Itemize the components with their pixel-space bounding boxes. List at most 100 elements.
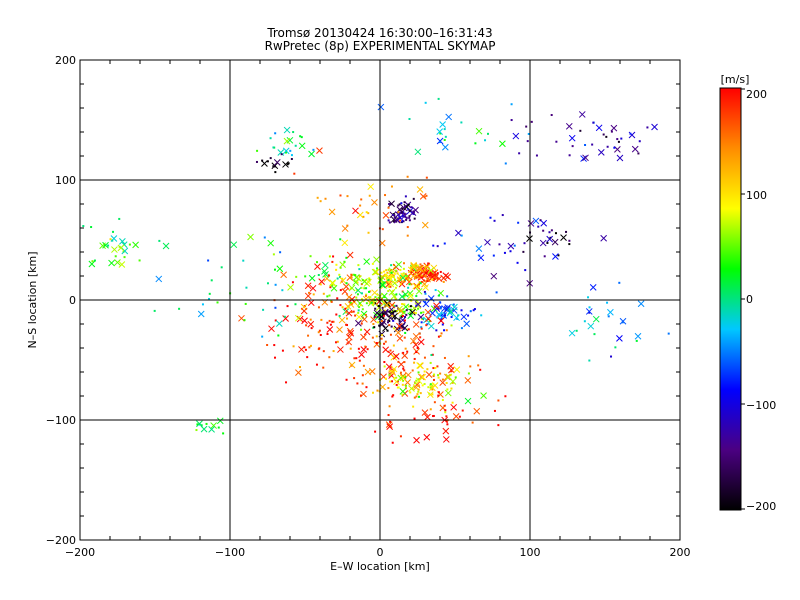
data-point-dot: [352, 310, 355, 313]
data-point-dot: [380, 275, 383, 278]
data-point-dot: [368, 277, 371, 280]
data-point-dot: [368, 278, 371, 281]
data-point-dot: [298, 366, 301, 369]
data-point-cross: [341, 288, 349, 295]
data-point-cross: [352, 207, 359, 215]
data-point-cross: [410, 337, 417, 345]
data-point-cross: [273, 159, 281, 166]
data-point-dot: [400, 202, 403, 205]
data-point-cross: [455, 229, 462, 237]
data-point-dot: [460, 234, 463, 237]
data-point-dot: [277, 334, 280, 337]
data-point-dot: [312, 293, 315, 296]
data-point-dot: [432, 345, 435, 348]
data-point-dot: [501, 214, 504, 217]
data-point-dot: [437, 391, 440, 394]
data-point-dot: [408, 216, 411, 219]
data-point-dot: [386, 281, 389, 284]
data-point-cross: [321, 267, 328, 275]
data-point-dot: [439, 132, 442, 135]
data-point-dot: [349, 347, 352, 350]
data-point-cross: [398, 322, 406, 330]
data-point-cross: [348, 361, 356, 369]
data-point-cross: [451, 303, 458, 311]
data-point-cross: [416, 362, 423, 369]
data-point-dot: [398, 318, 401, 321]
data-point-cross: [399, 274, 407, 282]
data-point-dot: [377, 305, 380, 308]
data-point-dot: [613, 146, 616, 149]
data-point-dot: [418, 275, 421, 278]
data-point-dot: [383, 309, 386, 312]
data-point-dot: [469, 310, 472, 313]
data-point-cross: [452, 412, 460, 420]
data-point-cross: [439, 121, 447, 128]
data-point-dot: [103, 244, 106, 247]
data-point-cross: [412, 282, 420, 290]
data-point-cross: [407, 292, 414, 300]
data-point-dot: [386, 321, 389, 324]
data-point-dot: [408, 117, 411, 120]
data-point-cross: [408, 385, 415, 392]
data-point-dot: [367, 290, 370, 293]
data-point-dot: [383, 342, 386, 345]
data-point-dot: [389, 333, 392, 336]
data-point-cross: [377, 103, 385, 111]
data-point-cross: [275, 320, 283, 327]
data-point-cross: [616, 154, 624, 162]
data-point-dot: [335, 263, 338, 266]
data-point-dot: [383, 361, 386, 364]
data-point-dot: [450, 316, 453, 319]
data-point-dot: [418, 332, 421, 335]
data-point-cross: [355, 275, 362, 282]
data-point-dot: [318, 347, 321, 350]
data-point-dot: [443, 128, 446, 131]
data-point-cross: [375, 304, 383, 312]
data-point-cross: [347, 329, 355, 337]
data-point-dot: [358, 306, 361, 309]
data-point-cross: [407, 312, 415, 320]
data-point-dot: [294, 303, 297, 306]
data-point-cross: [346, 327, 354, 335]
data-point-dot: [138, 259, 141, 262]
data-point-cross: [417, 265, 424, 273]
data-point-dot: [436, 245, 439, 248]
data-point-dot: [452, 303, 455, 306]
data-point-cross: [424, 275, 431, 283]
data-point-dot: [378, 324, 381, 327]
data-point-dot: [355, 288, 358, 291]
data-point-dot: [403, 280, 406, 283]
data-point-dot: [444, 314, 447, 317]
data-point-dot: [591, 143, 594, 146]
data-point-dot: [451, 381, 454, 384]
data-point-dot: [537, 225, 540, 228]
data-point-cross: [339, 277, 347, 284]
data-point-dot: [363, 287, 366, 290]
data-point-dot: [244, 302, 247, 305]
data-point-dot: [407, 286, 410, 289]
data-point-dot: [387, 387, 390, 390]
data-point-dot: [261, 335, 264, 338]
data-point-dot: [394, 310, 397, 313]
data-point-dot: [353, 357, 356, 360]
data-point-dot: [419, 263, 422, 266]
data-point-dot: [387, 414, 390, 417]
data-point-dot: [437, 97, 440, 100]
data-point-dot: [377, 321, 380, 324]
data-point-cross: [568, 134, 576, 142]
data-point-dot: [448, 307, 451, 310]
data-point-dot: [484, 139, 487, 142]
data-point-dot: [210, 279, 213, 282]
data-point-dot: [539, 219, 542, 222]
data-point-dot: [445, 329, 448, 332]
scatter-points: [82, 97, 670, 444]
data-point-cross: [373, 341, 381, 348]
data-point-dot: [384, 340, 387, 343]
x-axis-label: E–W location [km]: [330, 560, 430, 573]
data-point-dot: [365, 211, 368, 214]
data-point-dot: [336, 277, 339, 280]
data-point-cross: [393, 216, 401, 224]
data-point-cross: [404, 273, 412, 280]
data-point-dot: [346, 224, 349, 227]
data-point-dot: [441, 378, 444, 381]
